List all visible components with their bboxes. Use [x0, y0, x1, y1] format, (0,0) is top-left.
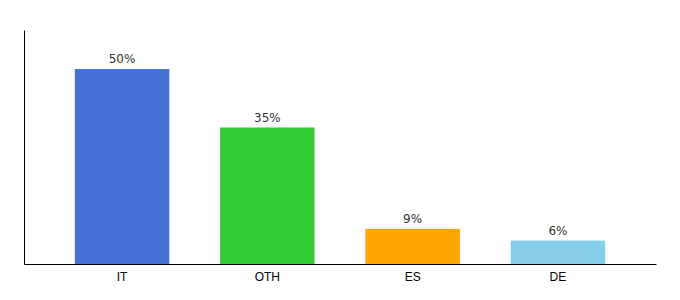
data-label: 35%: [254, 111, 281, 125]
bar: [75, 69, 169, 264]
y-axis: [24, 31, 25, 265]
data-label: 9%: [403, 212, 422, 226]
x-axis: IT OTH ES DE: [25, 265, 657, 284]
x-axis-line: [25, 264, 657, 265]
x-tick-label: DE: [550, 270, 567, 284]
data-label: 6%: [548, 224, 567, 238]
x-tick: DE: [550, 270, 567, 284]
data-labels: 50% 35% 9% 6%: [109, 52, 568, 238]
data-label: 50%: [109, 52, 136, 66]
bar: [365, 229, 459, 264]
x-tick: IT: [117, 270, 128, 284]
x-tick: OTH: [255, 270, 280, 284]
bar: [511, 241, 605, 264]
x-tick-label: IT: [117, 270, 128, 284]
x-tick-label: ES: [405, 270, 421, 284]
y-axis-line: [24, 31, 25, 265]
plot: IT OTH ES DE 50% 35% 9% 6%: [25, 31, 657, 284]
bars: [75, 69, 605, 264]
x-tick-label: OTH: [255, 270, 280, 284]
chart-container: IT OTH ES DE 50% 35% 9% 6%: [0, 0, 680, 300]
x-tick: ES: [405, 270, 421, 284]
chart: IT OTH ES DE 50% 35% 9% 6%: [0, 0, 680, 300]
bar: [220, 128, 314, 265]
